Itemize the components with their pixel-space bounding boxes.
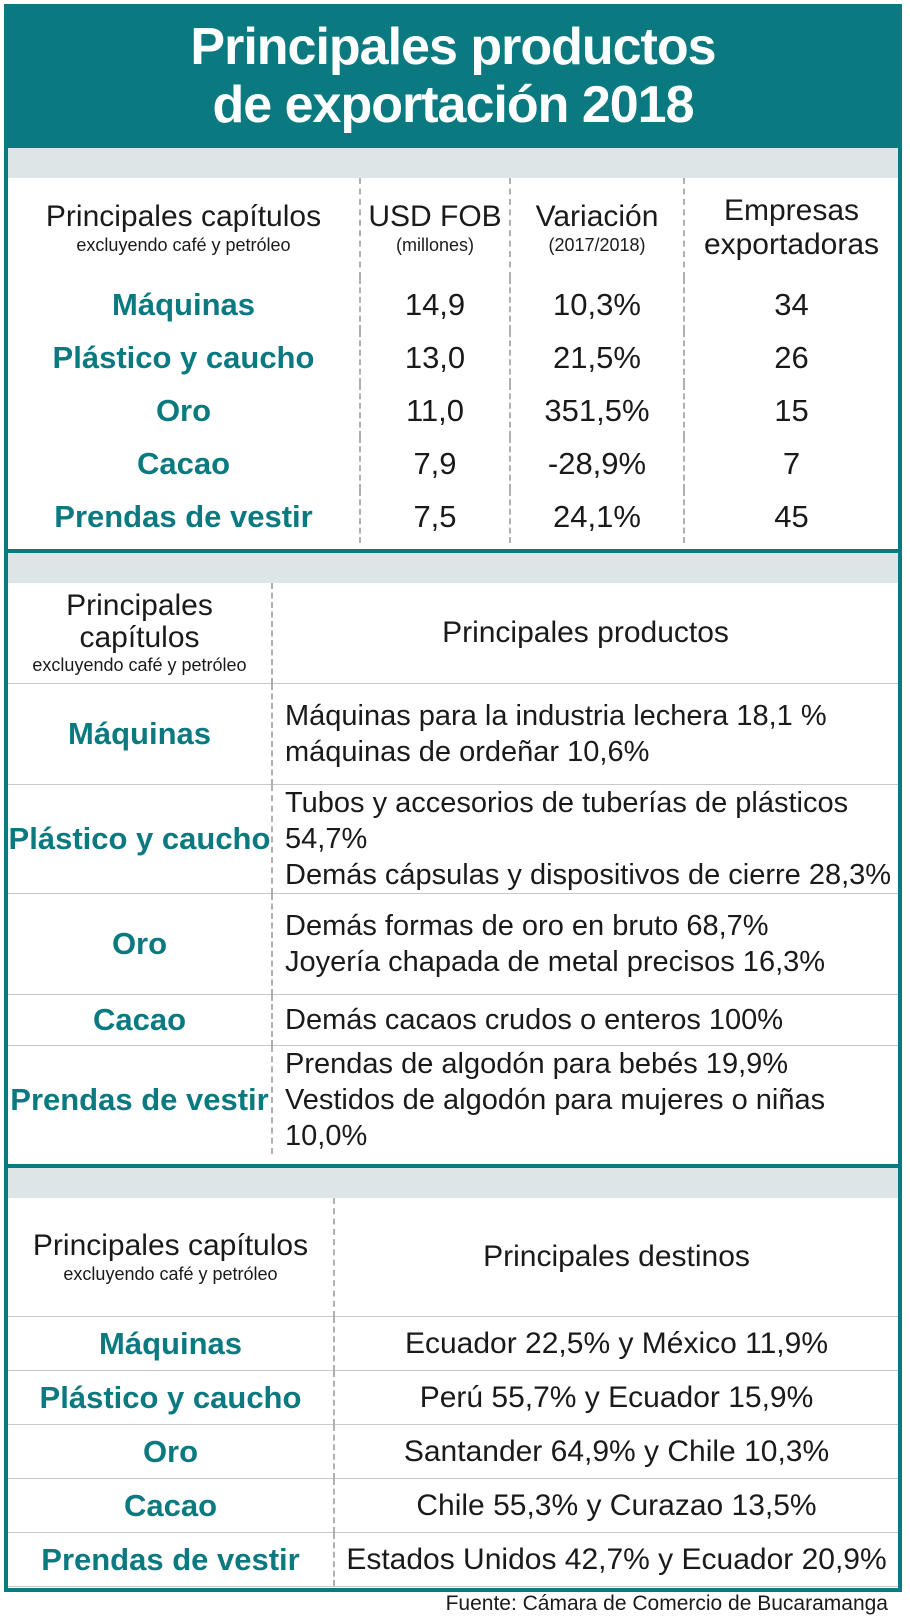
header-chapter-sub: excluyendo café y petróleo [63, 1264, 278, 1284]
table-row: Oro 11,0 351,5% 15 [8, 384, 898, 437]
table-row: Prendas de vestir Estados Unidos 42,7% y… [8, 1532, 898, 1586]
row-chapter: Máquinas [112, 286, 255, 322]
header-chapter-sub: excluyendo café y petróleo [76, 235, 291, 255]
header-chapter-label: Principales capítulos [45, 200, 322, 233]
table-header-row: Principales capítulos excluyendo café y … [8, 178, 898, 278]
row-usd: 14,9 [359, 278, 510, 331]
row-chapter: Cacao [8, 994, 272, 1046]
table-row: Oro Santander 64,9% y Chile 10,3% [8, 1424, 898, 1479]
row-chapter: Prendas de vestir [54, 498, 313, 534]
table-row: Plástico y caucho Perú 55,7% y Ecuador 1… [8, 1370, 898, 1425]
row-chapter: Plástico y caucho [8, 784, 272, 894]
product-line: Tubos y accesorios de tuberías de plásti… [285, 787, 849, 855]
row-destinations: Ecuador 22,5% y México 11,9% [333, 1316, 898, 1371]
section-band [8, 553, 898, 583]
row-companies: 15 [683, 384, 898, 437]
table-row: Cacao Demás cacaos crudos o enteros 100% [8, 994, 898, 1046]
row-usd: 11,0 [359, 384, 510, 437]
row-products: Tubos y accesorios de tuberías de plásti… [271, 784, 898, 894]
header-usd-sub: (millones) [395, 235, 474, 255]
row-variation: 351,5% [509, 384, 684, 437]
row-companies: 34 [683, 278, 898, 331]
product-line: Prendas de algodón para bebés 19,9% [285, 1048, 789, 1080]
main-destinations-table: Principales capítulos excluyendo café y … [8, 1198, 898, 1586]
row-variation: 10,3% [509, 278, 684, 331]
product-line: Vestidos de algodón para mujeres o niñas… [285, 1084, 826, 1152]
header-chapter-label: Principales capítulos [66, 589, 213, 654]
row-variation: -28,9% [509, 437, 684, 490]
table-row: Cacao Chile 55,3% y Curazao 13,5% [8, 1478, 898, 1533]
header-variation-sub: (2017/2018) [548, 235, 646, 255]
table-row: Máquinas 14,9 10,3% 34 [8, 278, 898, 331]
row-chapter: Oro [8, 893, 272, 995]
table-row: Plástico y caucho Tubos y accesorios de … [8, 784, 898, 894]
header-chapter: Principales capítulos excluyendo café y … [8, 178, 360, 278]
row-destinations: Perú 55,7% y Ecuador 15,9% [333, 1370, 898, 1425]
row-destinations: Santander 64,9% y Chile 10,3% [333, 1424, 898, 1479]
row-products: Demás cacaos crudos o enteros 100% [271, 994, 898, 1046]
product-line: Joyería chapada de metal precisos 16,3% [285, 946, 826, 978]
row-chapter: Plástico y caucho [8, 1370, 334, 1425]
table-header-row: Principales capítulos excluyendo café y … [8, 583, 898, 684]
header-products: Principales productos [271, 583, 898, 684]
row-companies: 45 [683, 490, 898, 543]
header-variation-label: Variación [535, 200, 659, 233]
product-line: máquinas de ordeñar 10,6% [285, 736, 650, 768]
row-destinations: Estados Unidos 42,7% y Ecuador 20,9% [333, 1532, 898, 1586]
product-line: Demás formas de oro en bruto 68,7% [285, 910, 769, 942]
product-line: Máquinas para la industria lechera 18,1 … [285, 700, 827, 732]
table-row: Prendas de vestir Prendas de algodón par… [8, 1045, 898, 1154]
table-row: Plástico y caucho 13,0 21,5% 26 [8, 331, 898, 384]
table-row: Máquinas Ecuador 22,5% y México 11,9% [8, 1316, 898, 1371]
main-products-table: Principales capítulos excluyendo café y … [8, 583, 898, 1154]
section-divider [8, 549, 898, 553]
table-header-row: Principales capítulos excluyendo café y … [8, 1198, 898, 1317]
header-variation: Variación (2017/2018) [509, 178, 684, 278]
row-chapter: Cacao [8, 1478, 334, 1533]
table-row: Cacao 7,9 -28,9% 7 [8, 437, 898, 490]
section-divider [8, 1164, 898, 1168]
row-variation: 21,5% [509, 331, 684, 384]
title-line-1: Principales productos [190, 18, 716, 76]
row-chapter: Máquinas [8, 1316, 334, 1371]
row-chapter: Máquinas [8, 683, 272, 785]
table-row: Oro Demás formas de oro en bruto 68,7% J… [8, 893, 898, 995]
header-companies: Empresas exportadoras [683, 178, 898, 278]
row-variation: 24,1% [509, 490, 684, 543]
row-chapter: Plástico y caucho [52, 339, 315, 375]
row-chapter: Oro [155, 392, 212, 428]
row-usd: 7,9 [359, 437, 510, 490]
infographic: Principales productos de exportación 201… [4, 4, 902, 1615]
header-destinations: Principales destinos [333, 1198, 898, 1317]
header-chapter: Principales capítulos excluyendo café y … [8, 1198, 334, 1317]
header-usd: USD FOB (millones) [359, 178, 510, 278]
header-usd-label: USD FOB [368, 200, 502, 233]
row-products: Demás formas de oro en bruto 68,7% Joyer… [271, 893, 898, 995]
row-chapter: Prendas de vestir [8, 1045, 272, 1154]
row-usd: 7,5 [359, 490, 510, 543]
header-chapter-sub: excluyendo café y petróleo [32, 655, 247, 675]
product-line: Demás cacaos crudos o enteros 100% [285, 1004, 784, 1036]
row-companies: 26 [683, 331, 898, 384]
title-line-2: de exportación 2018 [212, 76, 695, 134]
export-values-table: Principales capítulos excluyendo café y … [8, 178, 898, 543]
product-line: Demás cápsulas y dispositivos de cierre … [285, 859, 892, 891]
table-row: Prendas de vestir 7,5 24,1% 45 [8, 490, 898, 543]
row-products: Prendas de algodón para bebés 19,9% Vest… [271, 1045, 898, 1154]
row-chapter: Cacao [136, 445, 231, 481]
row-chapter: Prendas de vestir [8, 1532, 334, 1586]
row-destinations: Chile 55,3% y Curazao 13,5% [333, 1478, 898, 1533]
header-chapter: Principales capítulos excluyendo café y … [8, 583, 272, 684]
page-title: Principales productos de exportación 201… [8, 8, 898, 148]
source-note: Fuente: Cámara de Comercio de Bucaramang… [8, 1586, 898, 1621]
section-band [8, 1168, 898, 1198]
row-companies: 7 [683, 437, 898, 490]
section-band [8, 148, 898, 178]
row-products: Máquinas para la industria lechera 18,1 … [271, 683, 898, 785]
row-usd: 13,0 [359, 331, 510, 384]
header-chapter-label: Principales capítulos [32, 1229, 309, 1262]
table-row: Máquinas Máquinas para la industria lech… [8, 683, 898, 785]
row-chapter: Oro [8, 1424, 334, 1479]
